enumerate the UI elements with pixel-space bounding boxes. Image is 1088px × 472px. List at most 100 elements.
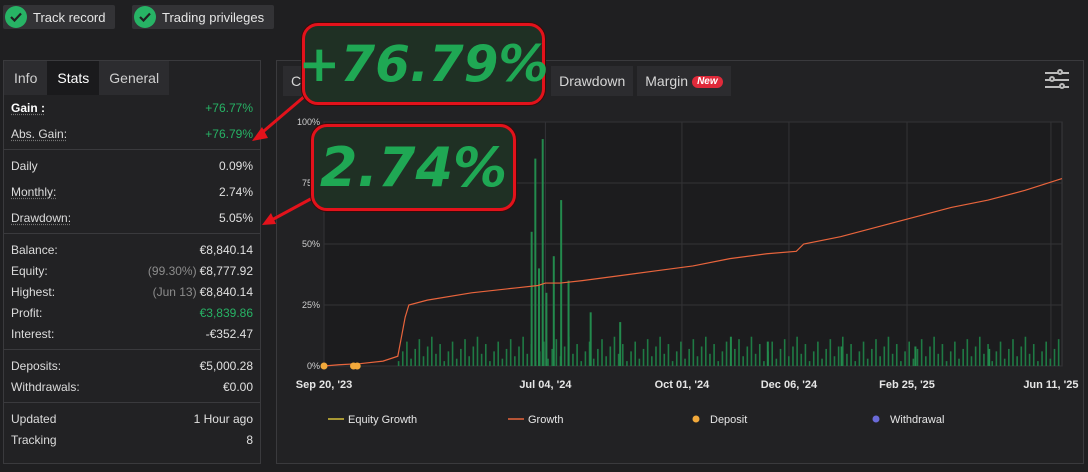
- volume-bar: [954, 341, 956, 366]
- tab-general[interactable]: General: [99, 61, 170, 95]
- trading-privileges-label: Trading privileges: [162, 9, 265, 25]
- volume-bar: [634, 341, 637, 366]
- volume-bar: [1053, 348, 1056, 366]
- volume-bar: [825, 348, 827, 366]
- equity-percent: (99.30%): [147, 263, 197, 278]
- volume-bar: [991, 361, 994, 366]
- updated-row: Updated 1 Hour ago: [11, 408, 253, 429]
- volume-bar: [796, 336, 798, 366]
- volume-bar: [675, 351, 678, 366]
- volume-bar: [709, 353, 711, 366]
- volume-bar: [526, 353, 529, 366]
- volume-bar: [592, 358, 595, 366]
- gain-label[interactable]: Gain :: [11, 100, 46, 115]
- volume-bar: [484, 344, 487, 366]
- drawdown-value: 5.05%: [218, 210, 253, 225]
- stats-panel: Info Stats General Gain : +76.77% Abs. Ga…: [3, 60, 261, 464]
- volume-bar: [887, 336, 890, 366]
- volume-bar: [522, 336, 524, 366]
- volume-bar: [792, 346, 794, 366]
- profit-label: Profit:: [11, 305, 43, 320]
- volume-bar: [572, 353, 574, 366]
- legend-swatch: [692, 415, 700, 423]
- volume-bar: [509, 339, 512, 366]
- withdrawals-label: Withdrawals:: [11, 379, 80, 394]
- volume-bar: [476, 336, 479, 366]
- volume-bar: [750, 336, 753, 366]
- y-tick-label: 50%: [302, 239, 320, 249]
- volume-bar: [501, 358, 504, 366]
- volume-bar: [576, 344, 578, 366]
- drawdown-label[interactable]: Drawdown:: [11, 210, 72, 225]
- volume-bar: [688, 348, 690, 366]
- x-tick-label: Dec 06, '24: [761, 379, 818, 391]
- volume-bar: [626, 361, 628, 366]
- volume-bar: [862, 341, 865, 366]
- daily-row: Daily 0.09%: [11, 155, 253, 176]
- volume-bar: [468, 356, 470, 366]
- volume-bar: [800, 353, 803, 366]
- abs-gain-label[interactable]: Abs. Gain:: [11, 126, 68, 141]
- divider: [4, 233, 260, 234]
- profit-value: €3,839.86: [199, 305, 253, 320]
- y-tick-label: 75%: [302, 178, 320, 188]
- volume-bar: [920, 339, 923, 366]
- volume-bar: [812, 351, 815, 366]
- volume-bar: [397, 361, 400, 366]
- volume-bar: [601, 339, 603, 366]
- deposits-value: €5,000.28: [199, 358, 253, 373]
- tab-drawdown[interactable]: Drawdown: [551, 66, 634, 96]
- volume-bar: [431, 336, 433, 366]
- trading-privileges-badge[interactable]: Trading privileges: [132, 5, 275, 29]
- highest-label: Highest:: [11, 284, 56, 299]
- volume-bar: [530, 231, 533, 366]
- volume-bar: [426, 346, 429, 366]
- new-badge: New: [692, 76, 723, 88]
- volume-bar: [545, 292, 548, 366]
- daily-label: Daily: [11, 158, 38, 173]
- tab-stats[interactable]: Stats: [47, 61, 100, 95]
- volume-bar: [1003, 358, 1006, 366]
- volume-bar: [401, 351, 404, 366]
- volume-bar: [916, 348, 919, 366]
- volume-bar: [1041, 351, 1043, 366]
- volume-bar: [651, 356, 653, 366]
- volume-bar: [978, 336, 981, 366]
- volume-bar: [543, 341, 545, 366]
- volume-bar: [447, 351, 450, 366]
- tab-info[interactable]: Info: [4, 61, 48, 95]
- volume-bar: [464, 339, 466, 366]
- volume-bar: [663, 353, 666, 366]
- stats-tabs: Info Stats General: [4, 61, 260, 95]
- volume-bar: [700, 346, 703, 366]
- drawdown-row: Drawdown: 5.05%: [11, 207, 253, 228]
- track-record-badge[interactable]: Track record: [3, 5, 116, 29]
- monthly-label[interactable]: Monthly:: [11, 184, 57, 199]
- track-record-label: Track record: [33, 9, 106, 25]
- volume-bar: [567, 280, 570, 366]
- volume-bar: [829, 339, 832, 366]
- volume-bar: [840, 346, 843, 366]
- volume-bar: [758, 344, 761, 366]
- volume-bar: [734, 348, 736, 366]
- volume-bar: [912, 358, 915, 366]
- volume-bar: [738, 339, 740, 366]
- y-tick-label: 0%: [307, 361, 320, 371]
- volume-bar: [1020, 346, 1023, 366]
- tab-margin[interactable]: Margin New: [637, 66, 731, 96]
- chart-settings-icon[interactable]: [1045, 69, 1069, 91]
- balance-row: Balance: €8,840.14: [11, 239, 253, 260]
- volume-bar: [837, 346, 840, 366]
- volume-bar: [538, 268, 541, 366]
- growth-chart[interactable]: 0% 25% 50% 75% 100% Sep 20, '23 Jul 04, '24 Oct…: [276, 60, 1084, 464]
- equity-label: Equity:: [11, 263, 48, 278]
- volume-bar: [1012, 339, 1014, 366]
- volume-bar: [763, 361, 765, 366]
- volume-bar: [983, 353, 985, 366]
- volume-bar: [617, 353, 620, 366]
- volume-bar: [414, 348, 417, 366]
- volume-bar: [987, 344, 989, 366]
- gain-value: +76.77%: [205, 100, 253, 115]
- tracking-value: 8: [246, 432, 253, 447]
- volume-bar: [974, 346, 977, 366]
